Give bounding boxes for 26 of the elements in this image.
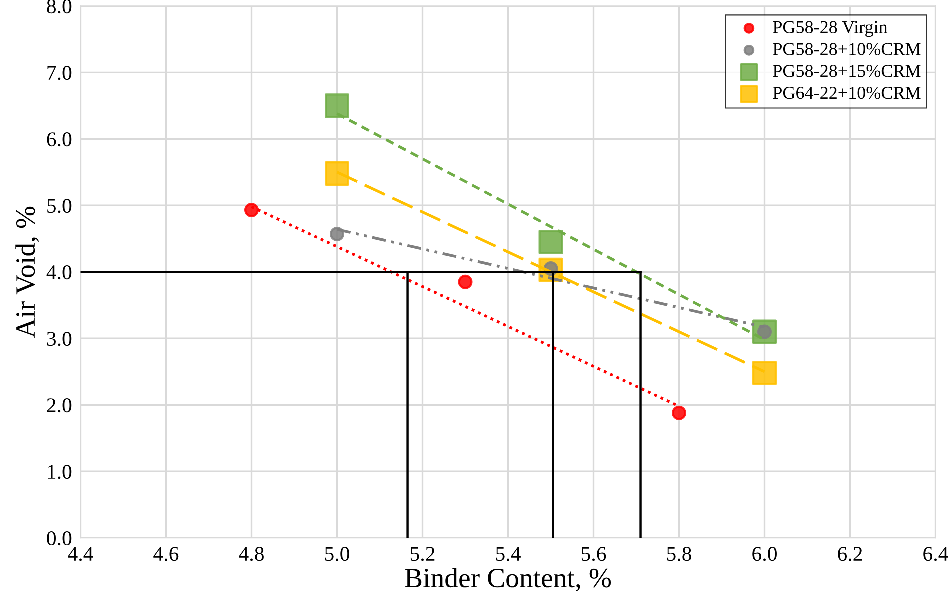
y-axis-title: Air Void, % — [16, 206, 40, 338]
x-tick-label: 4.6 — [154, 547, 179, 562]
x-tick-label: 4.8 — [239, 547, 264, 562]
x-tick-label: 5.6 — [582, 547, 606, 562]
x-tick-label: 4.4 — [68, 547, 94, 562]
x-tick-label: 5.0 — [325, 547, 350, 562]
x-tick-label: 6.4 — [924, 547, 948, 562]
y-tick-label: 1.0 — [48, 465, 72, 480]
y-tick-label: 3.0 — [47, 332, 72, 346]
x-tick-label: 5.8 — [667, 547, 692, 562]
x-tick-label: 6.2 — [838, 547, 862, 562]
y-tick-label: 2.0 — [47, 398, 72, 413]
x-tick-label: 5.2 — [410, 547, 435, 562]
y-tick-label: 5.0 — [48, 199, 72, 214]
legend-label: PG58-28+15%CRM — [773, 65, 921, 78]
y-tick-label: 0.0 — [47, 532, 72, 546]
y-tick-label: 4.0 — [46, 266, 72, 280]
x-axis-title: Binder Content, % — [405, 568, 612, 592]
legend-label: PG58-28 Virgin — [773, 21, 888, 38]
x-tick-label: 5.4 — [496, 547, 521, 562]
legend-label: PG58-28+10%CRM — [773, 43, 921, 56]
legend-label: PG64-22+10%CRM — [773, 86, 921, 100]
x-tick-label: 6.0 — [752, 547, 777, 562]
y-tick-label: 7.0 — [48, 66, 72, 80]
y-tick-label: 6.0 — [47, 132, 72, 147]
y-tick-label: 8.0 — [47, 0, 72, 14]
